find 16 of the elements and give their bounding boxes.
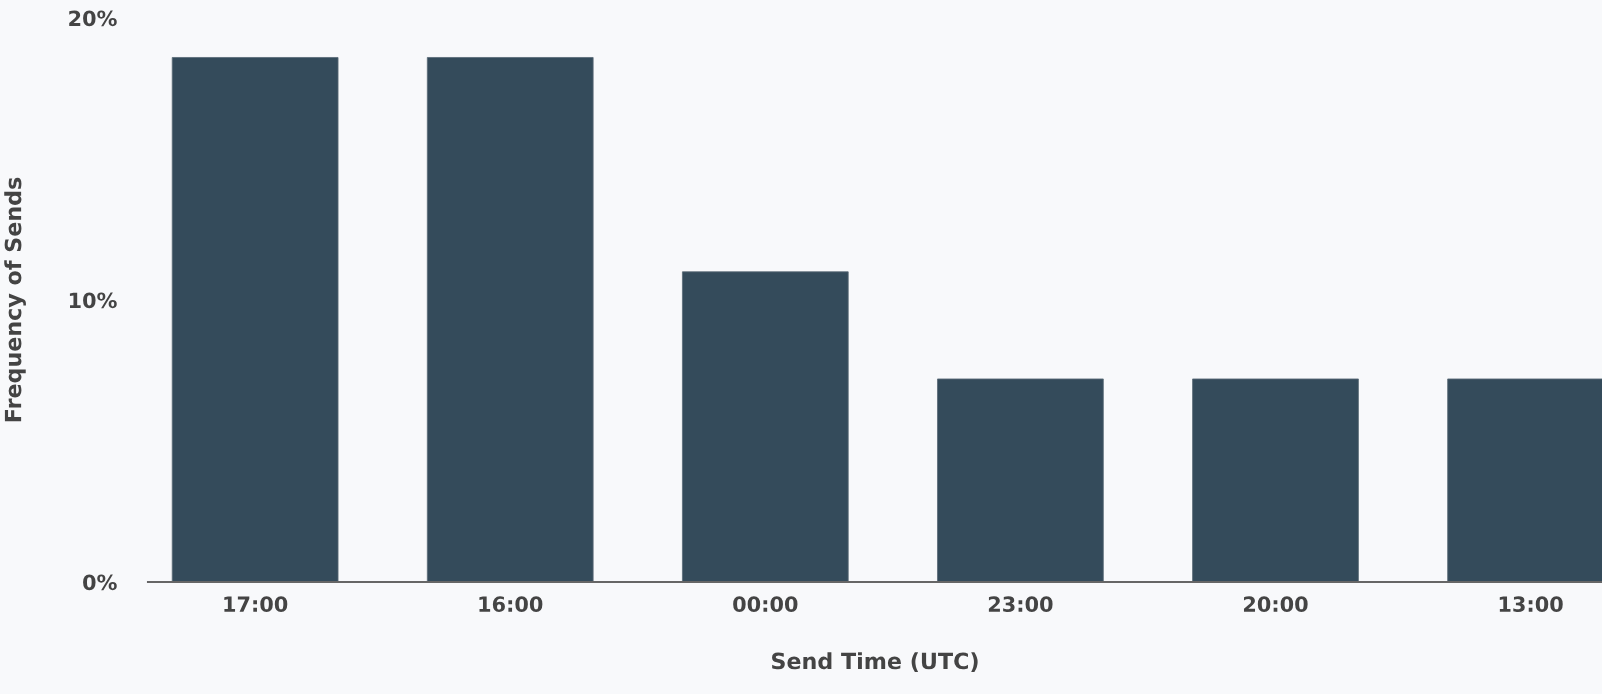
y-tick-label: 20% [69,10,117,27]
x-tick-label: 20:00 [1243,596,1308,613]
y-axis-title: Frequency of Sends [4,177,26,422]
x-tick-label: 00:00 [733,596,798,613]
bar [681,271,849,582]
x-tick-label: 23:00 [988,596,1053,613]
y-tick-label: 0% [83,574,117,591]
x-axis-title: Send Time (UTC) [772,652,978,672]
bar [1192,378,1359,582]
x-tick-label: 16:00 [479,596,543,613]
y-tick-label: 10% [69,292,117,309]
bar [937,378,1104,582]
bar [171,57,339,582]
x-tick-label: 13:00 [1499,596,1563,613]
x-tick-label: 17:00 [224,596,288,613]
bar [426,57,594,582]
